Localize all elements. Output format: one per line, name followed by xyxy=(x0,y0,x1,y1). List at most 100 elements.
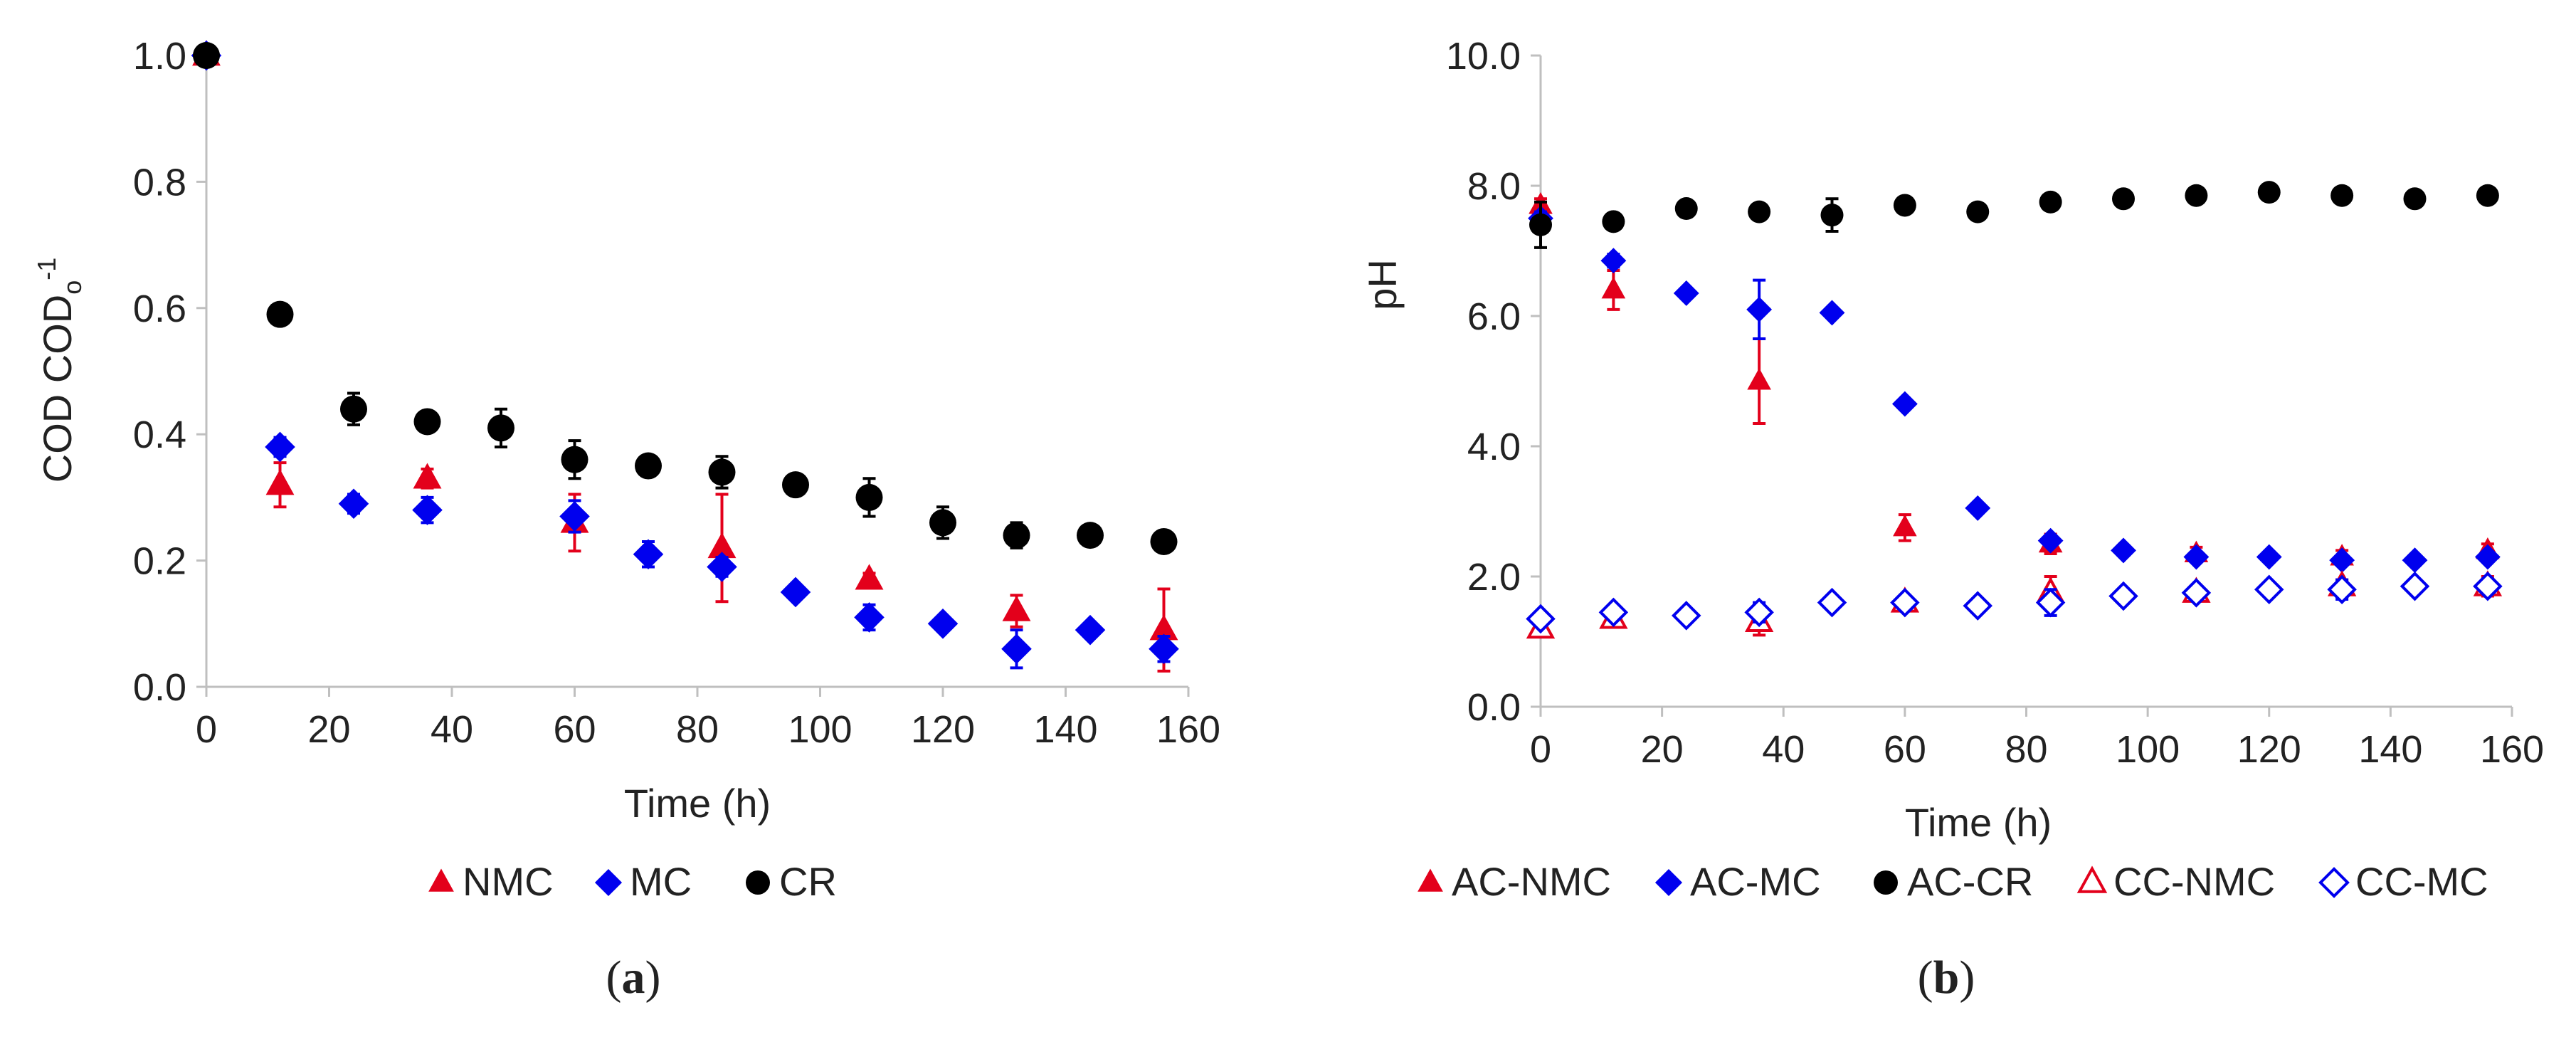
data-point xyxy=(635,452,662,480)
chart-a-x-tick-label: 120 xyxy=(911,708,975,751)
legend-label: AC-MC xyxy=(1690,859,1821,904)
chart-a-x-label: Time (h) xyxy=(624,781,771,826)
chart-a-panel-label: (a) xyxy=(606,952,661,1004)
chart-a-y-tick-label: 0.6 xyxy=(133,288,186,330)
data-point xyxy=(1893,514,1917,537)
chart-b-series-ac-mc xyxy=(1528,205,2501,574)
legend-item-mc: MC xyxy=(594,859,692,904)
data-point xyxy=(708,458,736,486)
data-point xyxy=(927,609,959,639)
data-point xyxy=(1893,194,1916,217)
legend-marker xyxy=(428,868,454,892)
data-point xyxy=(1529,213,1552,236)
data-point xyxy=(2330,184,2354,207)
chart-b-x-tick-label: 20 xyxy=(1641,728,1684,771)
chart-b-y-ticks: 0.0 2.0 4.0 6.0 8.0 10.0 xyxy=(1446,35,1541,729)
data-point xyxy=(2108,581,2138,611)
chart-b-panel-label: (b) xyxy=(1918,952,1975,1004)
data-point xyxy=(561,446,588,473)
data-point xyxy=(1748,200,1771,223)
chart-b-panel-paren-close: ) xyxy=(1959,952,1975,1004)
data-point xyxy=(1747,368,1771,390)
data-point xyxy=(2185,184,2208,207)
data-point xyxy=(1673,280,1699,306)
chart-a-y-ticks: 0.0 0.2 0.4 0.6 0.8 1.0 xyxy=(133,35,206,709)
legend-label: CC-MC xyxy=(2355,859,2488,904)
data-point xyxy=(413,408,441,436)
chart-b-x-tick-label: 160 xyxy=(2480,728,2544,771)
data-point xyxy=(1891,391,1918,417)
data-point xyxy=(2183,544,2210,570)
chart-a-x-ticks: 0 20 40 60 80 100 120 140 160 xyxy=(196,687,1220,751)
chart-a-panel-paren-close: ) xyxy=(645,952,661,1004)
legend-marker xyxy=(1874,870,1898,895)
data-point xyxy=(1077,522,1104,549)
chart-b-x-tick-label: 0 xyxy=(1530,728,1551,771)
chart-b-y-tick-label: 2.0 xyxy=(1467,556,1521,599)
chart-b-series-ac-cr xyxy=(1529,181,2499,249)
chart-a-legend: NMC MC CR xyxy=(428,859,837,904)
data-point xyxy=(929,509,956,537)
chart-b-x-tick-label: 60 xyxy=(1884,728,1926,771)
chart-a-x-tick-label: 20 xyxy=(307,708,350,751)
data-point xyxy=(1746,296,1773,322)
chart-a-y-label-sup: -1 xyxy=(32,258,61,280)
chart-b-legend: AC-NMC AC-MC AC-CR CC-NMC CC-MC xyxy=(1418,859,2488,904)
legend-marker xyxy=(1418,868,1443,892)
chart-a-y-label-main: COD COD xyxy=(35,295,80,483)
chart-a-x-tick-label: 80 xyxy=(676,708,719,751)
data-point xyxy=(1075,614,1106,646)
chart-b-panel-letter: b xyxy=(1933,952,1960,1004)
data-point xyxy=(1819,300,1845,326)
chart-a-series-cr xyxy=(193,42,1178,555)
legend-item-cc-mc: CC-MC xyxy=(2318,859,2488,904)
data-point xyxy=(1001,633,1032,665)
data-point xyxy=(2474,544,2501,570)
chart-b-y-tick-label: 4.0 xyxy=(1467,426,1521,468)
legend-marker xyxy=(746,870,770,895)
chart-a-marks xyxy=(191,40,1179,673)
data-point xyxy=(1600,248,1627,274)
chart-b-series-cc-nmc xyxy=(1526,570,2503,639)
legend-marker xyxy=(594,868,623,897)
data-point xyxy=(2111,537,2136,564)
chart-a-panel-letter: a xyxy=(622,952,645,1004)
data-point xyxy=(2181,578,2212,608)
data-point xyxy=(854,602,885,633)
chart-a-series-mc xyxy=(191,40,1179,670)
data-point xyxy=(782,471,809,499)
data-point xyxy=(1744,597,1774,628)
data-point xyxy=(2112,187,2135,211)
data-point xyxy=(265,469,295,495)
chart-b-x-label: Time (h) xyxy=(1905,800,2052,845)
data-point xyxy=(1602,210,1625,233)
chart-a-x-tick-label: 60 xyxy=(553,708,596,751)
chart-b-y-tick-label: 10.0 xyxy=(1446,35,1521,78)
chart-b-y-tick-label: 0.0 xyxy=(1467,686,1521,729)
chart-a-y-tick-label: 0.4 xyxy=(133,414,186,456)
chart-a-y-tick-label: 1.0 xyxy=(133,35,186,78)
data-point xyxy=(1598,597,1629,628)
data-point xyxy=(2039,190,2062,214)
data-point xyxy=(265,431,295,463)
chart-a-y-tick-label: 0.2 xyxy=(133,540,186,583)
data-point xyxy=(2035,587,2066,618)
chart-a-series-nmc xyxy=(192,40,1178,673)
chart-a-x-tick-label: 0 xyxy=(196,708,217,751)
chart-a-axes xyxy=(205,56,1188,688)
chart-b-x-tick-label: 140 xyxy=(2358,728,2422,771)
legend-item-ac-cr: AC-CR xyxy=(1874,859,2033,904)
data-point xyxy=(1526,604,1556,634)
data-point xyxy=(1149,614,1178,641)
data-point xyxy=(855,564,884,590)
data-point xyxy=(780,577,811,608)
data-point xyxy=(1672,601,1701,631)
data-point xyxy=(1002,595,1031,621)
data-point xyxy=(707,552,737,582)
legend-label: CC-NMC xyxy=(2113,859,2275,904)
data-point xyxy=(1150,527,1178,555)
chart-a-x-tick-label: 100 xyxy=(788,708,852,751)
chart-a-x-tick-label: 140 xyxy=(1033,708,1097,751)
data-point xyxy=(2254,574,2284,605)
